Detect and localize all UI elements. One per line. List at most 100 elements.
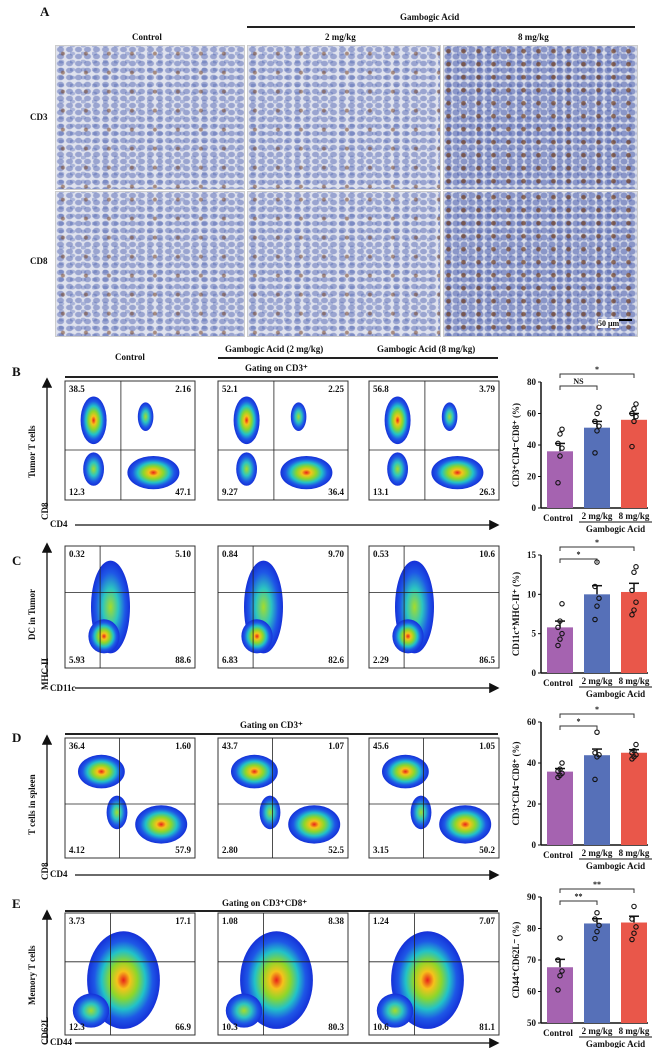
quadrant-ll-value: 10.6 xyxy=(373,1022,389,1032)
gating-line-d xyxy=(65,733,498,735)
quadrant-ll-value: 2.29 xyxy=(373,655,389,665)
histology-cd3-8mg xyxy=(443,45,638,190)
data-point xyxy=(559,760,565,766)
data-point xyxy=(592,583,598,590)
data-point xyxy=(559,968,565,974)
data-point xyxy=(557,431,563,437)
density-blob xyxy=(387,452,408,486)
quadrant-lr-value: 81.1 xyxy=(479,1022,495,1032)
bar-2 mg/kg xyxy=(584,427,610,508)
quadrant-ul-value: 43.7 xyxy=(222,741,238,751)
quadrant-lr-value: 26.3 xyxy=(479,487,495,497)
flow-plot-frame xyxy=(217,380,349,501)
col-8mg: 8 mg/kg xyxy=(518,32,549,42)
x-marker-b: CD4 xyxy=(50,519,68,529)
gating-line-e xyxy=(65,910,498,912)
y-tick-label: 20 xyxy=(527,799,537,809)
quadrant-ul-value: 0.32 xyxy=(69,549,85,559)
data-point xyxy=(631,607,637,613)
density-blob xyxy=(290,402,307,431)
data-point xyxy=(596,595,602,602)
density-blob xyxy=(137,402,154,431)
quadrant-ur-value: 17.1 xyxy=(175,916,191,926)
data-point xyxy=(557,453,563,459)
density-blob xyxy=(83,452,104,486)
bar-Control xyxy=(547,771,573,845)
quadrant-ll-value: 13.1 xyxy=(373,487,389,497)
density-blob xyxy=(127,455,180,490)
x-marker-d: CD4 xyxy=(50,869,68,879)
y-tick-label: 80 xyxy=(527,924,537,934)
flow-plot-panel_c-1 xyxy=(217,545,349,669)
significance-label: * xyxy=(595,365,599,374)
data-point xyxy=(594,603,600,609)
y-axis-label: CD3⁺CD4⁻CD8⁺ (%) xyxy=(511,403,521,487)
density-blob xyxy=(225,993,263,1028)
y-axis-label: CD3⁺CD4⁻CD8⁺ (%) xyxy=(511,742,521,826)
flow-plot-panel_d-1 xyxy=(217,737,349,859)
x-tick-label-control: Control xyxy=(543,850,573,860)
quadrant-lr-value: 82.6 xyxy=(328,655,344,665)
bar-2 mg/kg xyxy=(584,594,610,673)
density-blob xyxy=(439,805,492,844)
data-point xyxy=(631,569,637,576)
gating-d: Gating on CD3⁺ xyxy=(240,720,303,730)
quadrant-ul-value: 45.6 xyxy=(373,741,389,751)
y-tick-label: 40 xyxy=(527,758,537,768)
quadrant-ur-value: 1.05 xyxy=(479,741,495,751)
data-point xyxy=(592,935,598,942)
y-tick-label: 0 xyxy=(532,668,537,678)
data-point xyxy=(629,612,635,618)
quadrant-lr-value: 52.5 xyxy=(328,845,344,855)
scale-bar-label: 50 μm xyxy=(598,319,620,328)
significance-bracket xyxy=(559,546,635,551)
quadrant-ur-value: 1.60 xyxy=(175,741,191,751)
data-point xyxy=(633,924,639,930)
quadrant-lr-value: 50.2 xyxy=(479,845,495,855)
data-point xyxy=(594,928,600,935)
data-point xyxy=(596,423,602,429)
data-point xyxy=(629,410,635,417)
quadrant-ll-value: 2.80 xyxy=(222,845,238,855)
y-tick-label: 10 xyxy=(527,589,537,599)
data-point xyxy=(592,776,598,783)
density-blob xyxy=(233,396,260,445)
data-point xyxy=(555,957,561,963)
density-blob xyxy=(288,805,341,844)
panel-e-label: E xyxy=(12,896,21,911)
group-label: Gambogic Acid xyxy=(586,524,645,534)
y-axis-label: CD11c⁺MHC-II⁺ (%) xyxy=(511,572,521,656)
x-tick-label-8mg: 8 mg/kg xyxy=(619,511,650,521)
quadrant-ur-value: 2.25 xyxy=(328,384,344,394)
significance-bracket xyxy=(559,373,635,378)
col-control-flow: Control xyxy=(115,352,145,362)
density-blob xyxy=(72,993,110,1028)
density-blob xyxy=(80,396,107,445)
flow-plot-panel_c-2 xyxy=(368,545,500,669)
significance-label: * xyxy=(595,705,599,714)
x-tick-label-8mg: 8 mg/kg xyxy=(619,1026,650,1036)
group-line xyxy=(247,26,635,28)
data-point xyxy=(594,428,600,434)
quadrant-lr-value: 36.4 xyxy=(328,487,344,497)
x-tick-label-2mg: 2 mg/kg xyxy=(582,676,613,686)
group-label: Gambogic Acid xyxy=(586,689,645,699)
data-point xyxy=(555,440,561,447)
data-point xyxy=(557,636,563,642)
flow-plot-panel_b-0 xyxy=(64,380,196,501)
density-blob xyxy=(384,396,411,445)
quadrant-lr-value: 47.1 xyxy=(175,487,191,497)
quadrant-lr-value: 86.5 xyxy=(479,655,495,665)
col-2mg: 2 mg/kg xyxy=(325,32,356,42)
y-tick-label: 5 xyxy=(532,629,537,639)
quadrant-ul-value: 36.4 xyxy=(69,741,85,751)
density-blob xyxy=(231,754,278,789)
bar-8 mg/kg xyxy=(621,419,647,508)
density-blob xyxy=(431,455,484,490)
y-tick-label: 50 xyxy=(527,1018,537,1028)
quadrant-ur-value: 1.07 xyxy=(328,741,344,751)
significance-bracket xyxy=(559,725,598,730)
quadrant-ul-value: 1.08 xyxy=(222,916,238,926)
data-point xyxy=(592,450,598,456)
